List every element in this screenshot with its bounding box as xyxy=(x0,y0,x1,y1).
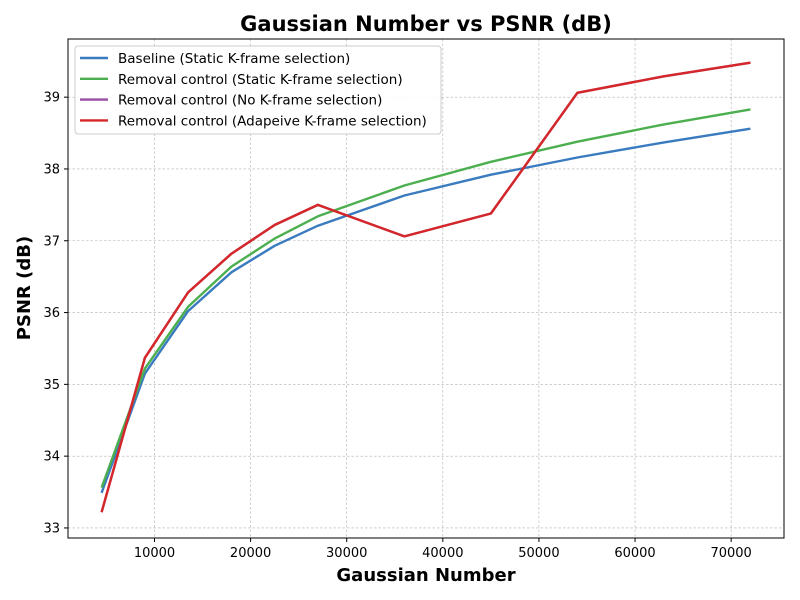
legend-label-2: Removal control (Static K-frame selectio… xyxy=(118,72,403,88)
y-axis-ticks: 33 34 35 36 37 38 39 xyxy=(43,91,68,536)
plot-frame xyxy=(67,38,785,539)
series-lines xyxy=(100,61,751,513)
y-tick-label: 39 xyxy=(43,91,60,106)
legend: Baseline (Static K-frame selection) Remov… xyxy=(74,45,442,135)
series-line-1 xyxy=(100,127,751,494)
x-axis-ticks: 10000 20000 30000 40000 50000 60000 70000 xyxy=(134,538,752,561)
y-tick-label: 38 xyxy=(43,162,60,177)
x-tick-label: 30000 xyxy=(326,546,367,561)
x-axis-label: Gaussian Number xyxy=(336,565,515,586)
legend-box xyxy=(74,45,442,135)
y-tick-label: 36 xyxy=(43,306,60,321)
y-tick-label: 34 xyxy=(43,450,60,465)
legend-label-4: Removal control (Adapeive K-frame select… xyxy=(118,113,427,129)
series-line-4 xyxy=(100,61,751,513)
legend-label-1: Baseline (Static K-frame selection) xyxy=(118,51,350,67)
x-tick-label: 60000 xyxy=(614,546,655,561)
chart-title: Gaussian Number vs PSNR (dB) xyxy=(240,12,612,36)
y-tick-label: 33 xyxy=(43,521,60,536)
y-tick-label: 37 xyxy=(43,234,60,249)
series-line-2 xyxy=(100,108,751,489)
y-tick-label: 35 xyxy=(43,378,60,393)
x-tick-label: 20000 xyxy=(230,546,271,561)
x-tick-label: 70000 xyxy=(710,546,751,561)
x-tick-label: 40000 xyxy=(422,546,463,561)
legend-label-3: Removal control (No K-frame selection) xyxy=(118,93,382,109)
y-axis-label: PSNR (dB) xyxy=(14,236,35,340)
x-tick-label: 50000 xyxy=(518,546,559,561)
x-tick-label: 10000 xyxy=(134,546,175,561)
